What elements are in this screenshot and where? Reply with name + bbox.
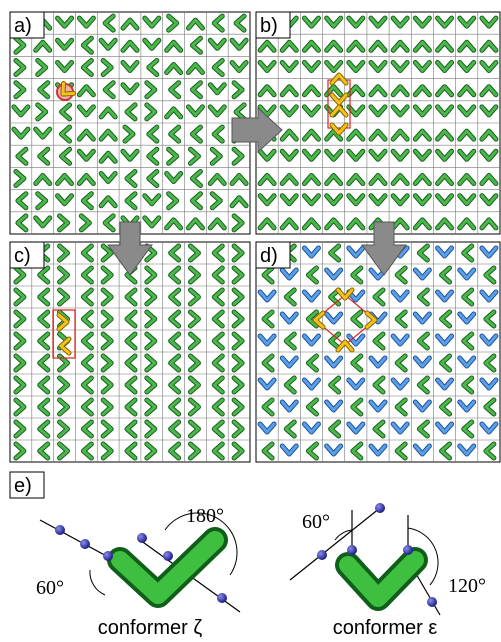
conformer-zeta: 180° 60° conformer ζ <box>36 505 240 639</box>
panel-label: c) <box>14 245 31 267</box>
lattice-panel <box>256 242 500 462</box>
bead <box>347 545 357 555</box>
angle-label: 180° <box>186 505 224 527</box>
panel-label: d) <box>260 245 278 267</box>
panel-label: a) <box>14 15 32 37</box>
lattice-panel <box>256 12 500 234</box>
bead <box>427 597 437 607</box>
panel-label: b) <box>260 15 278 37</box>
angle-arc <box>335 530 352 540</box>
bead <box>103 551 113 561</box>
lattice-panels <box>10 12 500 462</box>
bead <box>403 545 413 555</box>
bead <box>55 525 65 535</box>
angle-arc <box>90 570 105 595</box>
bead <box>163 551 173 561</box>
caption: conformer ζ <box>98 617 203 639</box>
angle-label: 60° <box>302 511 330 533</box>
angle-label: 60° <box>36 577 64 599</box>
bead <box>375 503 385 513</box>
figure: a) b) c) d) e) 180° 60° conformer ζ <box>0 0 501 642</box>
lattice-panel <box>10 12 250 234</box>
angle-label: 120° <box>448 575 486 597</box>
conformer-epsilon: 60° 120° conformer ε <box>290 503 486 639</box>
bead <box>137 533 147 543</box>
bead <box>80 539 90 549</box>
bead <box>317 550 327 560</box>
caption: conformer ε <box>333 617 438 639</box>
bead <box>217 593 227 603</box>
panel-label: e) <box>14 475 32 497</box>
